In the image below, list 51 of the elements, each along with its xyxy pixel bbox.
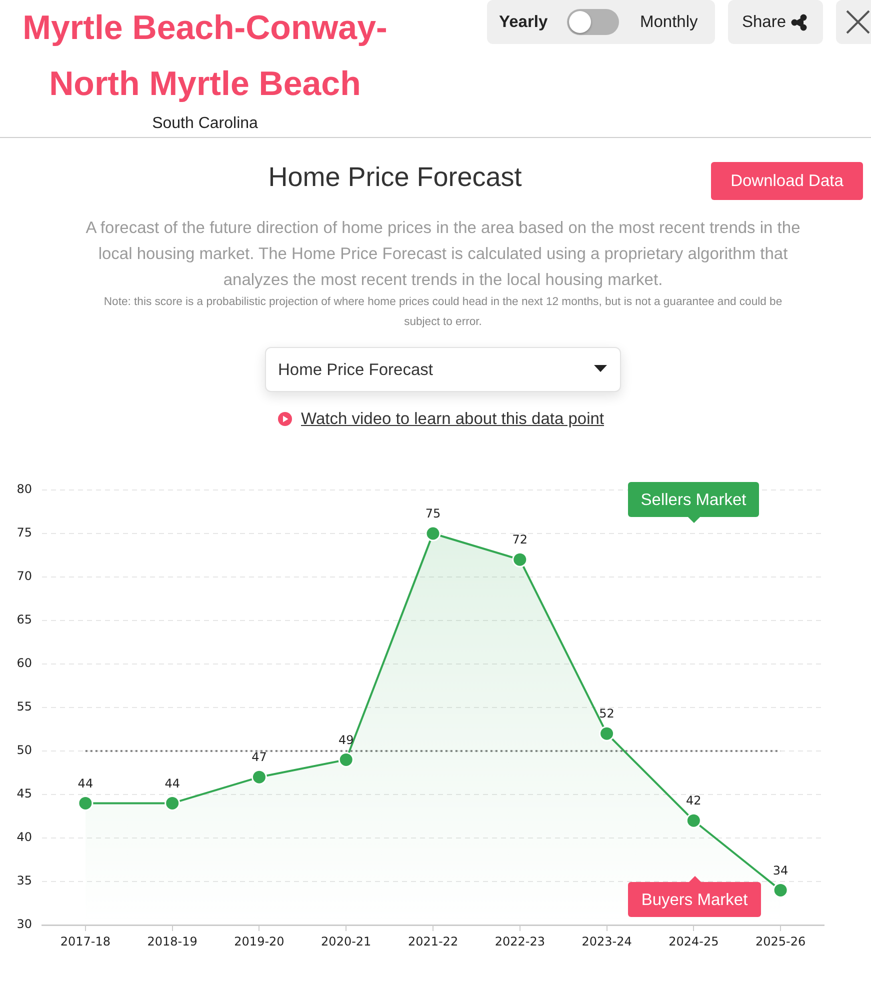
data-label: 44	[78, 776, 94, 790]
dropdown-field: Home Price Forecast	[265, 347, 621, 392]
data-label: 72	[512, 532, 528, 547]
x-tick-label: 2020-21	[321, 934, 372, 948]
y-tick-label: 35	[16, 874, 32, 888]
y-tick-label: 75	[16, 526, 32, 540]
y-tick-label: 55	[16, 700, 32, 714]
point	[78, 795, 94, 811]
point	[251, 769, 267, 785]
text: Share	[742, 12, 786, 32]
y-tick-label: 30	[16, 917, 32, 932]
point	[338, 752, 354, 768]
text: Download Data	[730, 171, 844, 191]
text: Monthly	[640, 12, 698, 32]
text: Watch video to learn about this data point	[301, 409, 604, 429]
data-label: 49	[338, 732, 354, 747]
x-tick-label: 2021-22	[408, 934, 458, 948]
point	[512, 552, 528, 568]
point	[164, 795, 180, 811]
annotation: Sellers Market	[640, 490, 748, 510]
y-tick-label: 50	[16, 743, 32, 758]
y-tick-label: 80	[16, 482, 32, 496]
x-tick-label: 2019-20	[234, 934, 284, 948]
text: South Carolina	[151, 114, 259, 134]
chart-title: Home Price Forecast	[267, 161, 523, 194]
data-label: 75	[425, 506, 441, 521]
data-label: 42	[686, 794, 702, 808]
annotation: Buyers Market	[640, 890, 749, 910]
y-tick-label: 65	[16, 612, 32, 627]
y-tick-label: 40	[16, 830, 32, 844]
point	[599, 726, 615, 742]
point	[772, 882, 788, 898]
y-tick-label: 45	[16, 786, 32, 801]
x-tick-label: 2018-19	[147, 934, 198, 948]
text: Myrtle Beach-Conway-North Myrtle Beach	[22, 8, 388, 105]
data-label: 47	[252, 750, 267, 764]
text: Note: this score is a probabilistic projection of where home prices could head in the next 12 months, but is not a guarantee and could be subject to error.	[102, 295, 784, 330]
data-label: 44	[164, 776, 180, 790]
x-tick-label: 2025-26	[755, 934, 806, 948]
x-tick-label: 2024-25	[668, 934, 719, 948]
x-tick-label: 2023-24	[582, 934, 632, 948]
chart-subtitle: A forecast of the future direction of home prices in the area based on the most recent trends in the local housing market. The Home Price Forecast is calculated using a proprietary algorithm that analyzes the most recent trends in the local housing market.	[84, 218, 802, 291]
point	[425, 526, 441, 542]
y-tick-label: 70	[16, 569, 32, 584]
point	[686, 812, 702, 828]
y-tick-label: 60	[16, 656, 32, 670]
data-label: 52	[599, 706, 614, 721]
x-tick-label: 2022-23	[494, 934, 545, 948]
x-tick-label: 2017-18	[60, 934, 111, 948]
text: Yearly	[499, 12, 548, 32]
data-label: 34	[772, 863, 788, 878]
